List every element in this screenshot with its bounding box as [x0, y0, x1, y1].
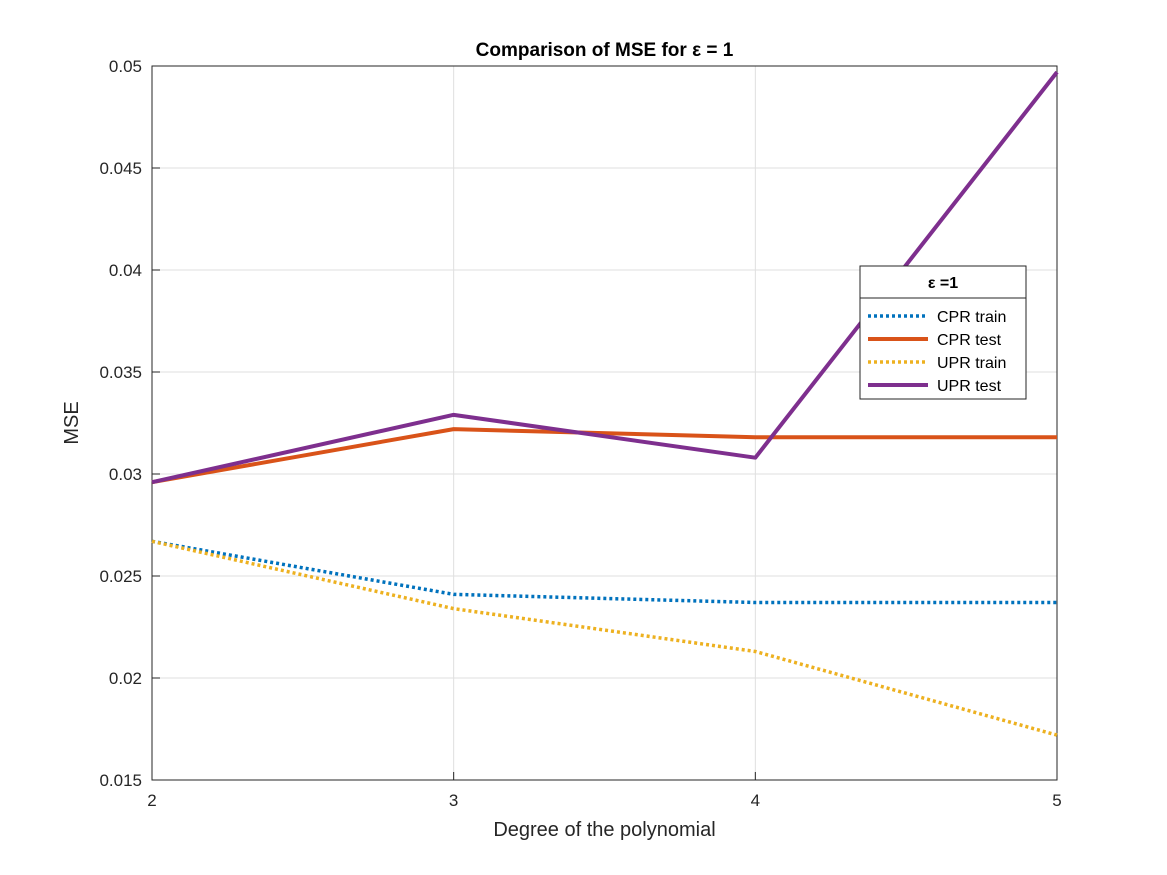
legend: ε =1 CPR train CPR test UPR train UPR test: [859, 265, 1027, 400]
legend-items: CPR train CPR test UPR train UPR test: [868, 309, 1006, 395]
legend-label: CPR train: [937, 309, 1006, 326]
y-tick-label: 0.045: [99, 159, 142, 178]
y-tick-label: 0.02: [109, 669, 142, 688]
legend-label: UPR test: [937, 378, 1002, 395]
legend-label: CPR test: [937, 332, 1002, 349]
y-tick-label: 0.03: [109, 465, 142, 484]
x-tick-label: 5: [1052, 791, 1061, 810]
x-tick-label: 3: [449, 791, 458, 810]
y-tick-label: 0.05: [109, 57, 142, 76]
series-line-cpr-test: [151, 427, 1057, 485]
axes-box: [151, 65, 1058, 781]
series-line-upr-train: [151, 539, 1058, 737]
series-line-upr-test: [151, 70, 1059, 485]
x-axis-label: Degree of the polynomial: [493, 819, 715, 841]
legend-title: ε =1: [928, 275, 958, 292]
x-tick-label: 2: [147, 791, 156, 810]
chart-title: Comparison of MSE for ε = 1: [476, 40, 734, 61]
x-tick-label: 4: [751, 791, 760, 810]
legend-label: UPR train: [937, 355, 1006, 372]
y-axis-label: MSE: [61, 401, 83, 444]
tick-marks: 2 3 4 5 0.015 0.02 0.025 0.03 0.035 0.04 0.045 0.05: [99, 57, 1061, 810]
y-tick-label: 0.035: [99, 363, 142, 382]
y-tick-label: 0.04: [109, 261, 142, 280]
y-tick-label: 0.025: [99, 567, 142, 586]
legend-box: [859, 265, 1027, 400]
series-line-cpr-train: [151, 539, 1057, 605]
y-tick-label: 0.015: [99, 771, 142, 790]
series-layer: [151, 70, 1059, 737]
